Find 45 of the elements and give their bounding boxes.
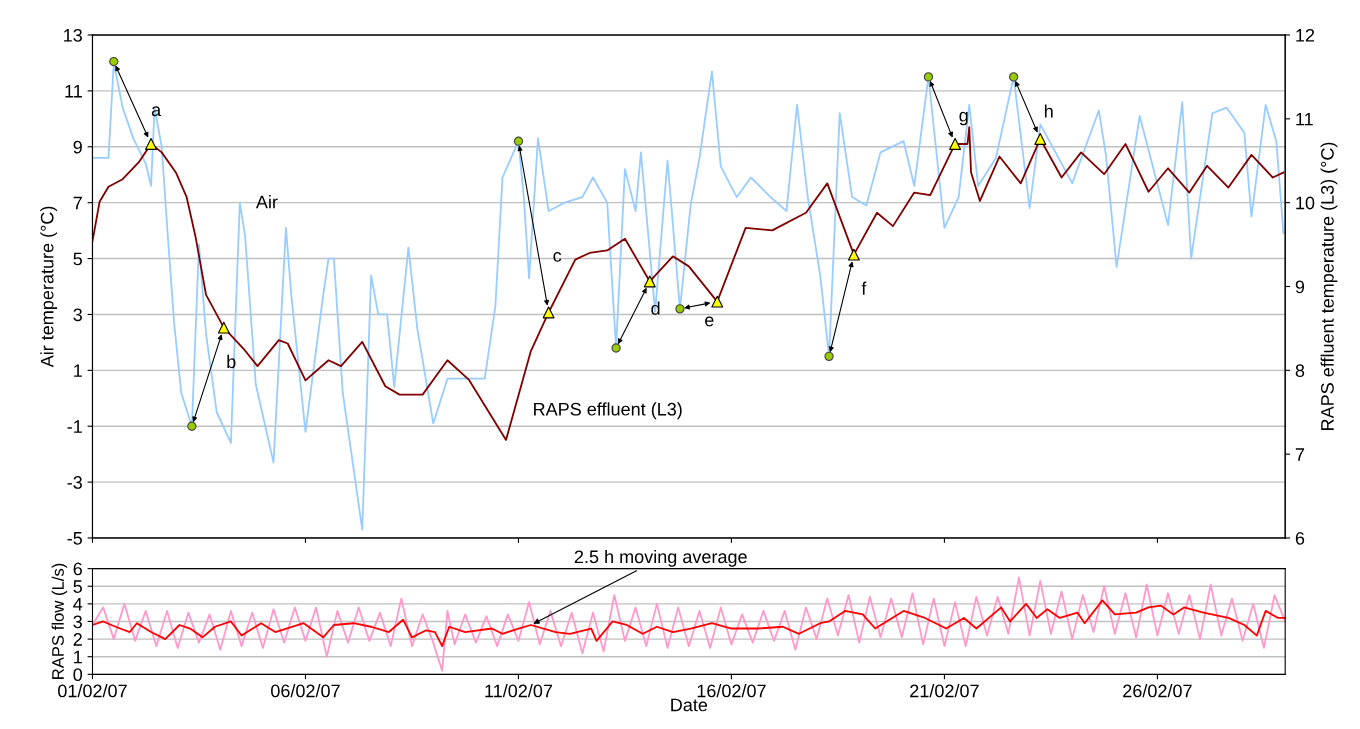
- y2-tick-label: 12: [1296, 28, 1315, 42]
- y-tick-label: 3: [73, 308, 82, 322]
- annotation: d: [651, 301, 660, 315]
- y-tick-label: -3: [67, 476, 82, 489]
- x-tick-label: 01/02/07: [58, 684, 127, 698]
- y2-tick-label: 6: [1295, 531, 1305, 545]
- y-tick-label: 2: [73, 633, 82, 646]
- x-tick-label: 26/02/07: [1123, 684, 1192, 698]
- y-tick-label: 5: [73, 252, 82, 266]
- y2-tick-label: 8: [1295, 364, 1305, 378]
- y2-tick-label: 9: [1295, 280, 1305, 294]
- x-axis-title: Date: [671, 698, 708, 712]
- series-label: Air: [255, 195, 278, 209]
- y-tick-label: 13: [64, 28, 82, 42]
- y-tick-label: 11: [65, 85, 82, 98]
- y-axis-title: RAPS flow (L/s): [51, 563, 68, 679]
- annotation: f: [861, 281, 867, 295]
- y-tick-label: 1: [74, 650, 82, 664]
- y-tick-label: 0: [73, 668, 83, 682]
- y-tick-label: 5: [73, 580, 82, 593]
- y2-tick-label: 7: [1295, 448, 1305, 461]
- annotation: g: [959, 111, 968, 126]
- series-label: RAPS effluent (L3): [534, 402, 682, 420]
- y-tick-label: 4: [73, 597, 83, 611]
- annotation: b: [227, 354, 236, 369]
- x-tick-label: 16/02/07: [697, 684, 766, 698]
- y-tick-label: 3: [73, 615, 82, 629]
- annotation: c: [553, 251, 562, 262]
- y-axis-title: Air temperature (°C): [40, 206, 58, 368]
- y-tick-label: 7: [73, 196, 82, 210]
- y2-tick-label: 10: [1296, 196, 1315, 210]
- annotation: 2.5 h moving average: [574, 549, 747, 567]
- x-tick-label: 21/02/07: [910, 684, 979, 698]
- annotation: e: [705, 316, 714, 327]
- y-tick-label: -5: [67, 532, 82, 545]
- y-tick-label: 1: [74, 364, 82, 377]
- y-tick-label: -1: [67, 420, 82, 433]
- annotation: a: [151, 106, 162, 117]
- x-tick-label: 11/02/07: [485, 684, 553, 698]
- y2-axis-title: RAPS effluent temperature (L3) (°C): [1320, 142, 1338, 430]
- y2-tick-label: 11: [1296, 112, 1313, 126]
- x-tick-label: 06/02/07: [271, 684, 340, 698]
- y-tick-label: 6: [73, 562, 82, 576]
- y-tick-label: 9: [73, 140, 82, 154]
- annotation: h: [1044, 104, 1053, 118]
